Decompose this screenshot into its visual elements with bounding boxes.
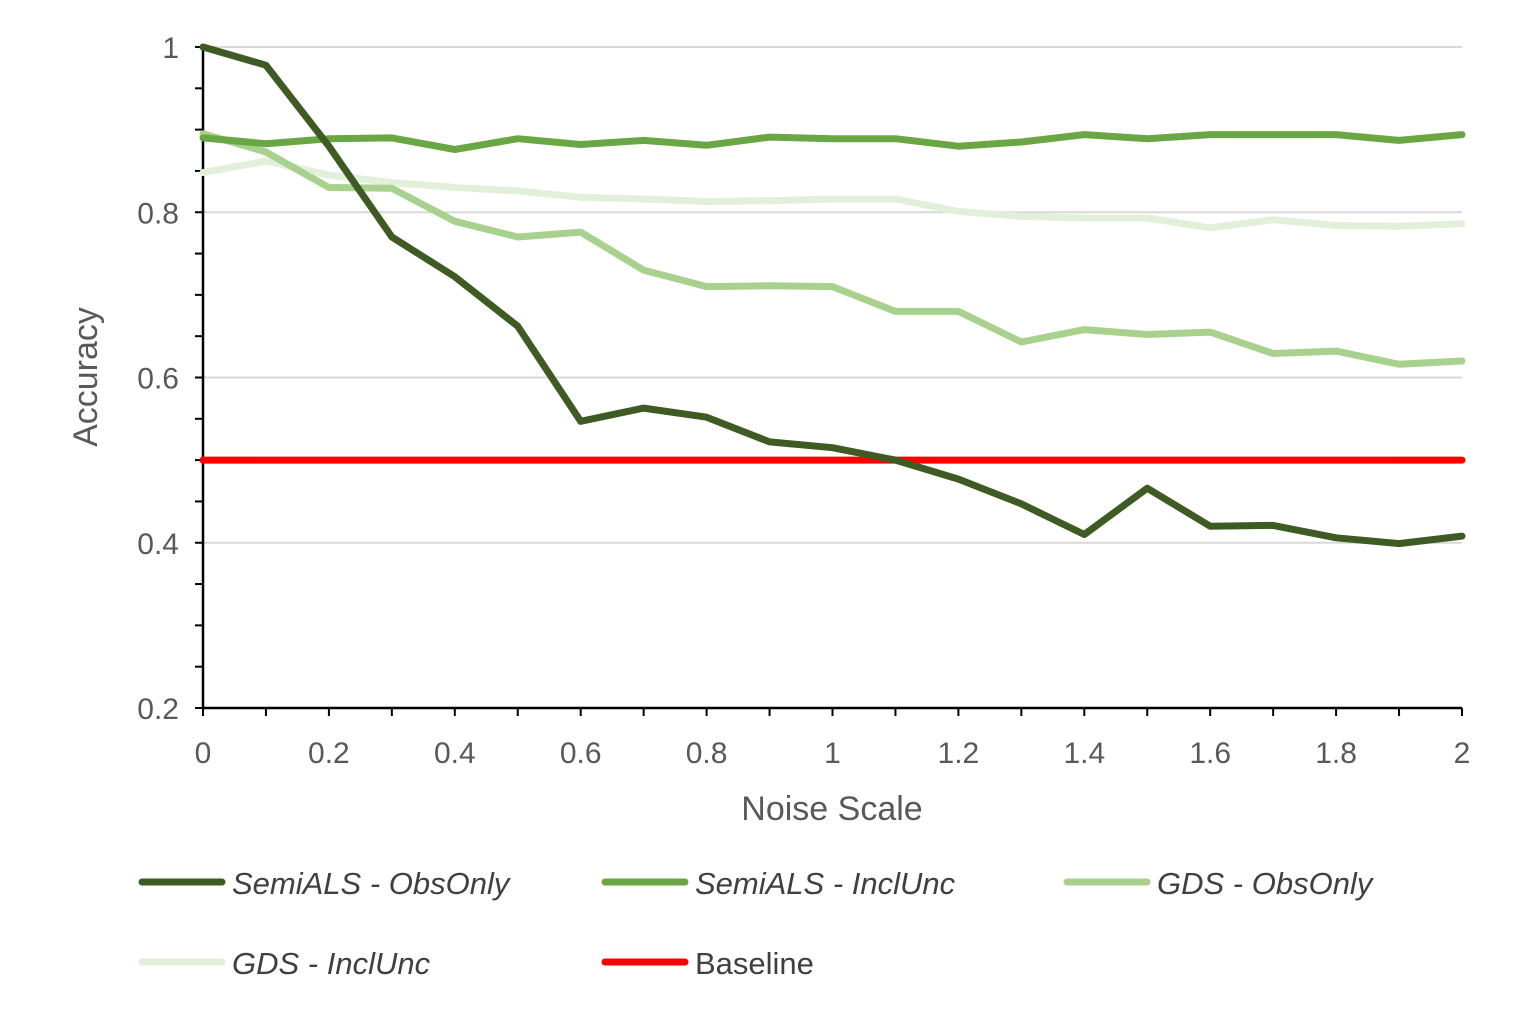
x-tick-label: 0.4	[434, 737, 476, 770]
series-lines	[199, 43, 1466, 548]
x-tick-label: 0	[195, 737, 212, 770]
legend-label: Baseline	[695, 946, 814, 981]
tick-labels: 0.2 0.4 0.6 0.8 1 0 0.2 0.4 0.6 0.8 1 1.2 1.4 1.6 1.8 2	[137, 32, 1470, 770]
series-line-semials-obsonly	[199, 43, 1466, 548]
x-axis-title: Noise Scale	[741, 790, 922, 828]
x-tick-label: 0.6	[560, 737, 602, 770]
legend-label: GDS - ObsOnly	[1157, 866, 1375, 901]
gridlines	[203, 46, 1462, 544]
y-tick-label: 0.8	[137, 197, 179, 230]
legend-label: SemiALS - InclUnc	[695, 866, 956, 901]
x-tick-label: 1.6	[1189, 737, 1231, 770]
y-tick-label: 0.2	[137, 693, 179, 726]
x-tick-label: 2	[1454, 737, 1471, 770]
x-tick-label: 1.2	[938, 737, 980, 770]
series-line-gds-inclunc	[199, 157, 1466, 232]
y-tick-label: 1	[162, 32, 179, 65]
x-tick-label: 1.8	[1315, 737, 1357, 770]
x-tick-label: 1.4	[1063, 737, 1105, 770]
legend-label: SemiALS - ObsOnly	[232, 866, 512, 901]
legend: SemiALS - ObsOnly SemiALS - InclUnc GDS - …	[138, 866, 1375, 981]
series-line-semials-inclunc	[199, 131, 1466, 153]
y-axis-title: Accuracy	[67, 307, 105, 447]
y-tick-label: 0.6	[137, 363, 179, 396]
axes	[195, 46, 1463, 716]
x-tick-label: 0.2	[308, 737, 350, 770]
series-line-gds-obsonly	[199, 130, 1466, 368]
x-tick-label: 1	[824, 737, 841, 770]
legend-label: GDS - InclUnc	[232, 946, 431, 981]
y-tick-label: 0.4	[137, 528, 179, 561]
x-tick-label: 0.8	[686, 737, 728, 770]
